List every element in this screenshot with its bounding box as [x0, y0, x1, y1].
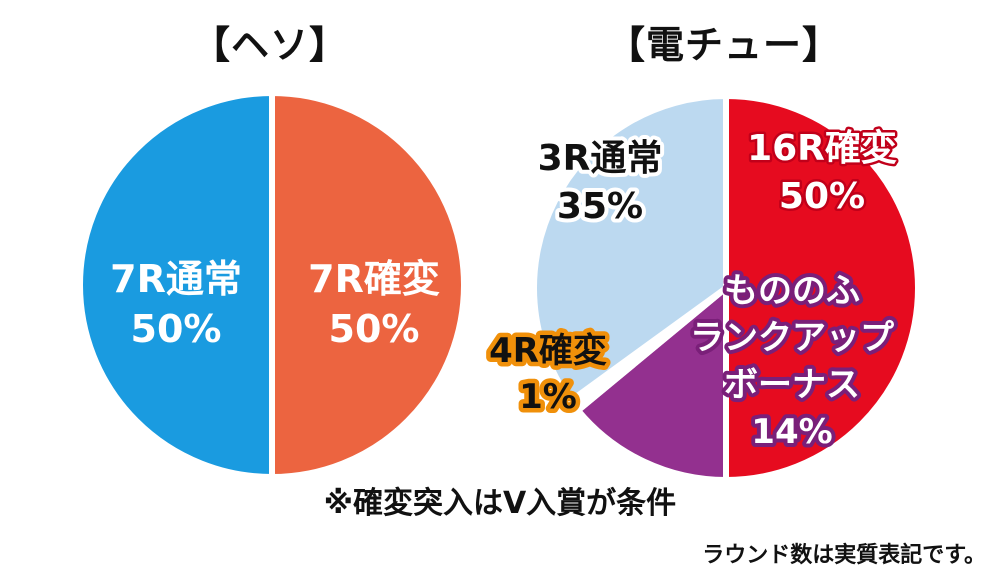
denchu-pie — [531, 93, 921, 483]
denchu-chart-title: 【電チュー】 — [606, 23, 842, 67]
denchu-slice-3 — [531, 93, 729, 404]
round-count-footnote: ラウンド数は実質表記です。 — [702, 543, 986, 568]
heso-kakuhen-label: 7R確変 50% — [308, 257, 440, 351]
denchu-16r-label: 16R確変 50% — [747, 127, 897, 217]
kakuhen-condition-note: ※確変突入はV入賞が条件 — [323, 486, 677, 521]
heso-normal-label: 7R通常 50% — [110, 257, 242, 351]
heso-pie — [77, 90, 467, 480]
denchu-slice-1 — [575, 285, 729, 483]
denchu-3r-label: 3R通常 35% — [538, 138, 663, 227]
denchu-4r-label: 4R確変 1% — [489, 331, 607, 417]
denchu-slice-0 — [723, 93, 921, 483]
heso-chart-title: 【ヘソ】 — [191, 23, 349, 67]
slice-labels: 7R通常 50% 7R確変 50% 16R確変 50% 3R通常 35% もののふランクアップボ… — [110, 125, 899, 457]
heso-slice-0 — [269, 90, 467, 480]
denchu-mononofu-label: もののふランクアップボーナス 14% — [690, 271, 894, 452]
heso-slice-1 — [77, 90, 275, 480]
